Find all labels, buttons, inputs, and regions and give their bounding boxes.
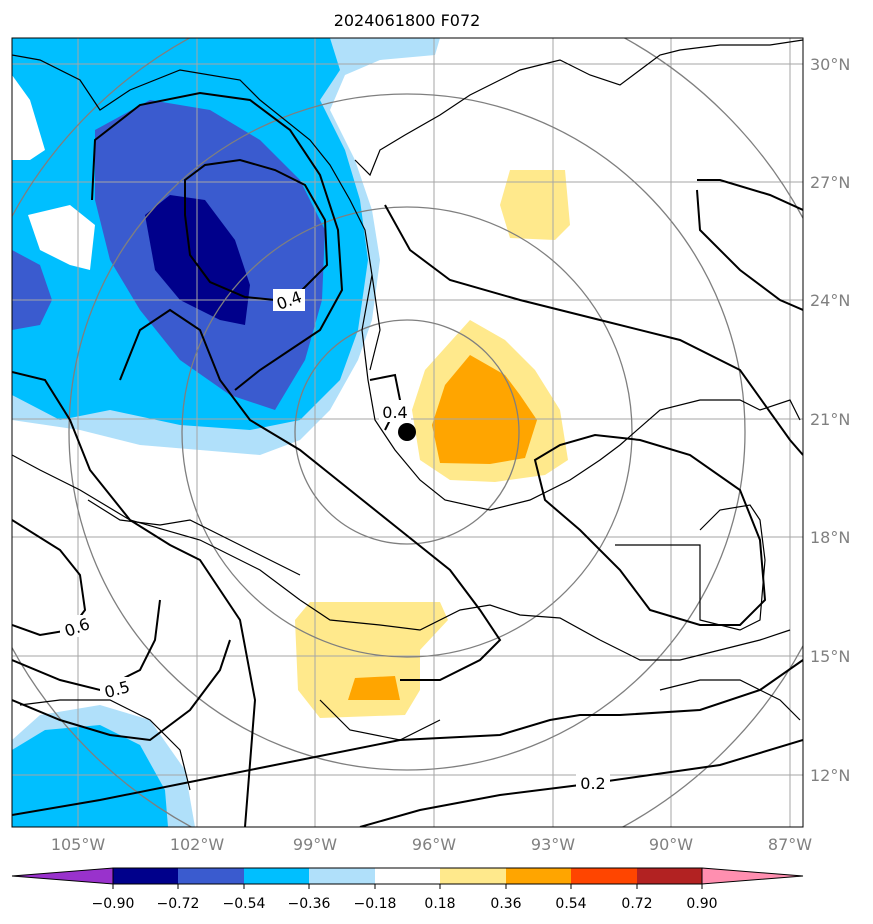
contour-label-bg [273, 289, 305, 311]
colorbar-segment [375, 868, 440, 884]
lat-label: 15°N [810, 647, 850, 666]
colorbar-segment [506, 868, 571, 884]
colorbar-segment [440, 868, 506, 884]
lon-label: 93°W [531, 835, 575, 854]
contour-label: 0.2 [580, 774, 605, 793]
lon-label: 99°W [293, 835, 337, 854]
colorbar-segment [571, 868, 637, 884]
colorbar-segment [113, 868, 178, 884]
map-area [12, 38, 803, 827]
colorbar-tick-label: 0.90 [686, 896, 717, 912]
colorbar-extend-left [11, 867, 114, 885]
map-title: 2024061800 F072 [334, 11, 481, 30]
contour-label-bg [576, 772, 610, 794]
lat-label: 27°N [810, 173, 850, 192]
lon-label: 87°W [768, 835, 812, 854]
colorbar-tick-label: −0.54 [223, 896, 266, 912]
range-rings [12, 38, 803, 827]
contour-label-bg [100, 677, 134, 699]
lat-label: 21°N [810, 410, 850, 429]
colorbar-tick-label: 0.36 [490, 896, 521, 912]
positive-anomaly-fill [295, 170, 570, 718]
lat-label: 30°N [810, 55, 850, 74]
longitude-labels: 105°W 102°W 99°W 96°W 93°W 90°W 87°W [51, 835, 812, 854]
colorbar-extend-right [701, 867, 804, 885]
contour-label-bg [60, 615, 94, 637]
lon-label: 102°W [170, 835, 225, 854]
lat-label: 24°N [810, 291, 850, 310]
colorbar: −0.90 −0.72 −0.54 −0.36 −0.18 0.18 0.36 … [11, 867, 804, 912]
lon-label: 96°W [412, 835, 456, 854]
colorbar-tick-label: −0.36 [288, 896, 331, 912]
colorbar-tick-label: 0.18 [424, 896, 455, 912]
center-point-marker [398, 423, 416, 441]
colorbar-ticks [112, 884, 703, 889]
colorbar-segment [178, 868, 244, 884]
colorbar-tick-label: 0.72 [621, 896, 652, 912]
colorbar-segment [637, 868, 702, 884]
colorbar-tick-label: 0.54 [555, 896, 586, 912]
colorbar-tick-label: −0.18 [354, 896, 397, 912]
latitude-labels: 30°N 27°N 24°N 21°N 18°N 15°N 12°N [810, 55, 850, 785]
graticule [12, 38, 803, 827]
colorbar-tick-label: −0.72 [157, 896, 200, 912]
lat-label: 12°N [810, 766, 850, 785]
contour-label-bg [379, 400, 411, 422]
colorbar-segment [309, 868, 375, 884]
colorbar-tick-label: −0.90 [92, 896, 135, 912]
map-frame [11, 37, 804, 828]
contour-label: 0.4 [382, 403, 407, 422]
contour-label-group: 0.4 0.4 0.6 0.5 0.2 [60, 287, 610, 794]
lat-label: 18°N [810, 528, 850, 547]
colorbar-frame [112, 867, 703, 885]
contour-lines [12, 91, 803, 827]
lon-label: 105°W [51, 835, 106, 854]
lon-label: 90°W [649, 835, 693, 854]
colorbar-segment [244, 868, 309, 884]
